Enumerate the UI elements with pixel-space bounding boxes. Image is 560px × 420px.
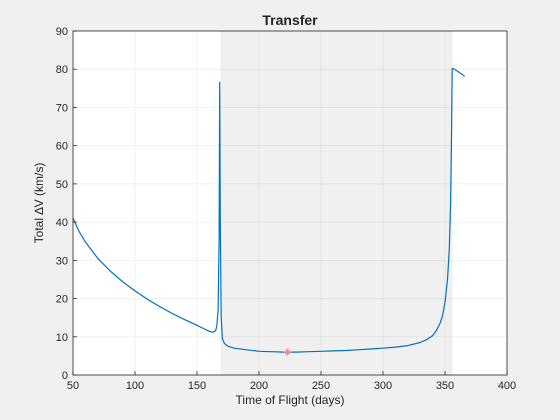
chart-title: Transfer [262, 12, 318, 28]
x-axis-label: Time of Flight (days) [236, 393, 345, 407]
y-tick-label: 30 [56, 255, 68, 267]
x-ticks: 50 100 150 200 250 300 350 400 [67, 371, 516, 392]
x-tick-label: 250 [312, 380, 330, 392]
y-tick-label: 90 [56, 26, 68, 38]
x-tick-label: 400 [498, 380, 516, 392]
y-tick-label: 0 [62, 370, 68, 382]
series-line-total-delta-v [72, 67, 466, 353]
y-tick-label: 50 [56, 179, 68, 191]
y-tick-label: 80 [56, 64, 68, 76]
y-tick-label: 70 [56, 102, 68, 114]
y-tick-label: 40 [56, 217, 68, 229]
y-tick-label: 20 [56, 294, 68, 306]
shaded-region [220, 31, 453, 375]
x-tick-label: 200 [250, 380, 268, 392]
x-tick-label: 150 [188, 380, 206, 392]
y-ticks: 0 10 20 30 40 50 60 70 80 90 [56, 26, 77, 382]
x-tick-label: 50 [67, 380, 79, 392]
minimum-marker [284, 348, 292, 356]
y-tick-label: 10 [56, 332, 68, 344]
y-tick-label: 60 [56, 141, 68, 153]
x-tick-label: 100 [126, 380, 144, 392]
x-tick-label: 300 [374, 380, 392, 392]
y-axis-label: Total ∆V (km/s) [32, 163, 46, 244]
series-layer [72, 67, 466, 353]
x-tick-label: 350 [436, 380, 454, 392]
marker-layer [284, 348, 292, 356]
shaded-band [220, 31, 453, 375]
axes-box [72, 30, 508, 376]
